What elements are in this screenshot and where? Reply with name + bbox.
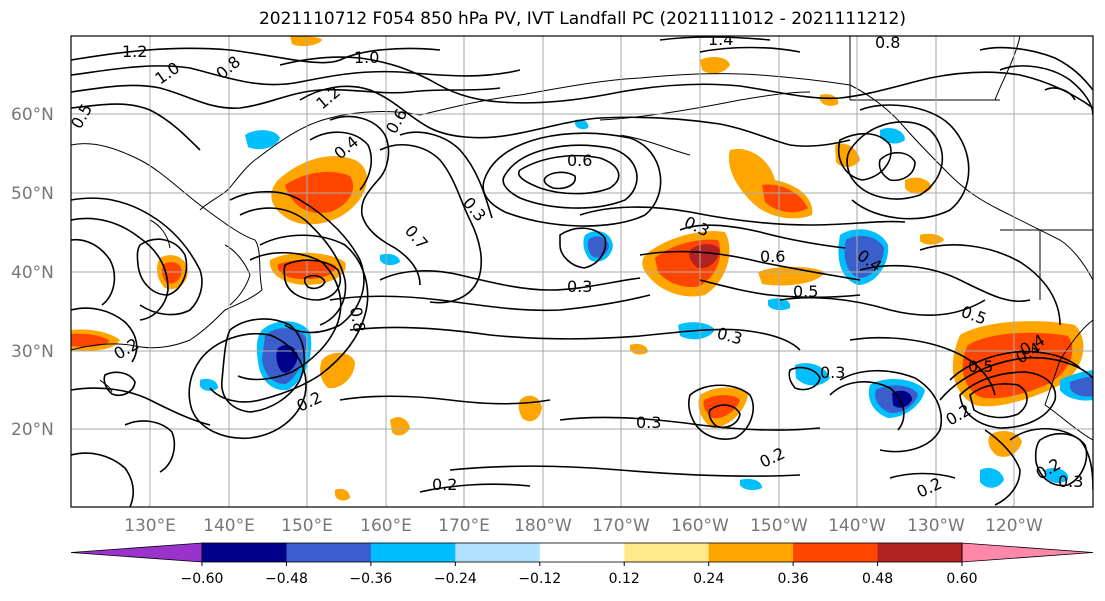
longitude-labels: 130°E 140°E 150°E 160°E 170°E 180°W 170°…: [124, 516, 1043, 536]
contour-label: 1.0: [354, 48, 379, 67]
shade-negative: [1045, 468, 1069, 483]
lon-label: 140°W: [828, 516, 886, 536]
contour-label: 0.5: [793, 282, 818, 301]
colorbar-segment: [202, 543, 287, 562]
contour-label: 0.5: [968, 357, 993, 376]
title-area: 2021110712 F054 850 hPa PV, IVT Landfall…: [0, 0, 1105, 30]
shade-negative: [276, 345, 298, 373]
shade-negative: [1070, 376, 1093, 397]
shade-positive: [820, 94, 839, 106]
lat-label: 30°N: [11, 342, 54, 362]
shade-positive: [285, 171, 354, 213]
map-title: 2021110712 F054 850 hPa PV, IVT Landfall…: [258, 9, 906, 29]
shade-negative: [880, 128, 905, 144]
shade-positive: [905, 177, 932, 194]
colorbar-tick-label: −0.48: [265, 571, 308, 587]
colorbar-segment: [793, 543, 879, 562]
lon-label: 180°W: [514, 516, 572, 536]
lon-label: 170°W: [592, 516, 650, 536]
colorbar-segment: [370, 543, 456, 562]
lon-label: 160°E: [360, 516, 412, 536]
lat-label: 50°N: [11, 184, 54, 204]
shade-positive: [335, 488, 350, 501]
contour-label: 0.6: [760, 247, 785, 266]
colorbar-segment: [877, 543, 963, 562]
colorbar-segment: [708, 543, 794, 562]
lon-label: 130°E: [124, 516, 176, 536]
colorbar-segment: [286, 543, 372, 562]
shade-positive: [390, 417, 410, 436]
shade-positive: [71, 333, 110, 347]
colorbar-tick-label: −0.60: [181, 571, 224, 587]
shade-negative: [200, 378, 218, 391]
shade-positive: [920, 233, 944, 245]
colorbar-tick-label: 0.48: [862, 571, 893, 587]
shade-positive: [689, 244, 720, 269]
contour-label: 0.3: [820, 363, 845, 382]
shade-negative: [575, 119, 589, 130]
lon-label: 120°W: [985, 516, 1043, 536]
shade-negative: [795, 363, 830, 386]
contour-label: 0.3: [567, 277, 592, 296]
contour-label: 1.2: [122, 42, 147, 61]
colorbar-tick-label: 0.12: [609, 571, 640, 587]
shade-positive: [762, 184, 808, 213]
shade-positive: [700, 57, 730, 74]
lat-label: 60°N: [11, 105, 54, 125]
latitude-labels: 60°N 50°N 40°N 30°N 20°N: [11, 105, 54, 440]
contour-label: 0.3: [636, 413, 661, 432]
lon-label: 150°E: [281, 516, 333, 536]
colorbar-border: [201, 542, 963, 563]
colorbar-tick-label: 0.60: [946, 571, 977, 587]
contour-label: 0.2: [432, 475, 457, 494]
lon-label: 160°W: [671, 516, 729, 536]
pv-contours: [71, 36, 1093, 507]
colorbar-tick-label: −0.12: [518, 571, 561, 587]
lon-label: 140°E: [203, 516, 255, 536]
shade-positive: [630, 343, 648, 355]
colorbar-tick-label: −0.36: [349, 571, 392, 587]
contour-label: 0.8: [875, 33, 900, 52]
lon-label: 170°E: [438, 516, 490, 536]
colorbar-extend-high: [961, 542, 1094, 563]
colorbar-segment: [539, 543, 625, 562]
shade-negative: [740, 478, 762, 491]
colorbar-tick-label: 0.24: [693, 571, 724, 587]
shade-positive: [703, 395, 740, 419]
contour-label: 0.8: [346, 305, 369, 333]
lon-label: 150°W: [750, 516, 808, 536]
shade-negative: [245, 130, 280, 150]
colorbar-segment: [455, 543, 541, 562]
lon-label: 130°W: [907, 516, 965, 536]
colorbar-tick-label: 0.36: [778, 571, 809, 587]
shade-negative: [980, 468, 1004, 488]
colorbar: −0.60 −0.48 −0.36 −0.24 −0.12 0.12 0.24 0.36 0.4…: [70, 542, 1094, 587]
lat-label: 20°N: [11, 420, 54, 440]
colorbar-segment: [624, 543, 710, 562]
colorbar-tick-label: −0.24: [434, 571, 477, 587]
contour-label: 0.3: [1058, 472, 1083, 491]
contour-label: 1.4: [708, 30, 733, 49]
contour-label: 0.6: [567, 151, 592, 170]
shade-negative: [380, 253, 400, 266]
colorbar-extend-low: [70, 542, 203, 563]
map-frame: [70, 35, 1094, 508]
shade-positive: [320, 352, 355, 389]
shade-positive: [290, 36, 322, 47]
lat-label: 40°N: [11, 263, 54, 283]
